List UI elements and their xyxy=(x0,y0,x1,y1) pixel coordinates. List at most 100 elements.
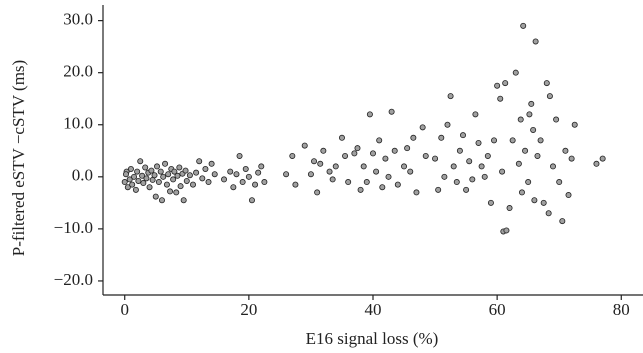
y-tick-label: 20.0 xyxy=(63,62,93,81)
point xyxy=(289,152,296,159)
point xyxy=(404,145,411,152)
point xyxy=(475,139,482,146)
point xyxy=(183,177,190,184)
point xyxy=(360,163,367,170)
point xyxy=(137,158,144,165)
point xyxy=(242,166,249,173)
point xyxy=(221,176,228,183)
point xyxy=(531,197,538,204)
point xyxy=(227,168,234,175)
point xyxy=(522,147,529,154)
point xyxy=(525,179,532,186)
y-axis-title: P-filtered eSTV −cSTV (ms) xyxy=(9,60,28,256)
point xyxy=(153,163,160,170)
point xyxy=(174,172,181,179)
point xyxy=(329,176,336,183)
point xyxy=(122,171,129,178)
point xyxy=(515,160,522,167)
y-tick-label: 10.0 xyxy=(63,114,93,133)
x-tick-label: 20 xyxy=(240,300,257,319)
point xyxy=(139,172,146,179)
point xyxy=(134,168,141,175)
point xyxy=(146,184,153,191)
point xyxy=(562,147,569,154)
point xyxy=(126,176,133,183)
point xyxy=(252,181,259,188)
point xyxy=(177,183,184,190)
point xyxy=(338,134,345,141)
point xyxy=(255,169,262,176)
point xyxy=(342,152,349,159)
point xyxy=(391,147,398,154)
point xyxy=(401,163,408,170)
point xyxy=(494,82,501,89)
point xyxy=(292,181,299,188)
point xyxy=(163,181,170,188)
point xyxy=(366,111,373,118)
point xyxy=(261,179,268,186)
point xyxy=(211,171,218,178)
point xyxy=(143,175,150,182)
x-tick-label: 0 xyxy=(120,300,129,319)
point xyxy=(518,189,525,196)
point xyxy=(180,197,187,204)
point xyxy=(435,186,442,193)
point xyxy=(410,134,417,141)
point xyxy=(432,155,439,162)
point xyxy=(320,147,327,154)
point xyxy=(135,177,142,184)
point xyxy=(182,167,189,174)
point xyxy=(157,168,164,175)
point xyxy=(520,22,527,29)
point xyxy=(283,171,290,178)
point xyxy=(202,166,209,173)
point xyxy=(376,137,383,144)
y-tick-label: −10.0 xyxy=(54,218,93,237)
point xyxy=(537,137,544,144)
point xyxy=(466,158,473,165)
point xyxy=(186,172,193,179)
point xyxy=(559,218,566,225)
point xyxy=(478,163,485,170)
point xyxy=(453,179,460,186)
point xyxy=(509,137,516,144)
point xyxy=(491,137,498,144)
point xyxy=(407,168,414,175)
point xyxy=(550,163,557,170)
point xyxy=(127,166,134,173)
point xyxy=(438,134,445,141)
point xyxy=(472,111,479,118)
point xyxy=(556,179,563,186)
x-tick-label: 80 xyxy=(613,300,630,319)
point xyxy=(369,150,376,157)
point xyxy=(165,171,172,178)
point xyxy=(373,168,380,175)
x-axis-title: E16 signal loss (%) xyxy=(306,329,439,348)
point xyxy=(248,197,255,204)
point xyxy=(441,173,448,180)
point xyxy=(196,158,203,165)
point xyxy=(124,184,131,191)
point xyxy=(593,160,600,167)
point xyxy=(239,179,246,186)
y-tick-label: 30.0 xyxy=(63,10,93,29)
point xyxy=(311,158,318,165)
point xyxy=(530,126,537,133)
point xyxy=(422,152,429,159)
point xyxy=(131,173,138,180)
point xyxy=(121,179,128,186)
point xyxy=(543,80,550,87)
point xyxy=(382,155,389,162)
point xyxy=(456,147,463,154)
point xyxy=(205,179,212,186)
point xyxy=(142,164,149,171)
point xyxy=(170,176,177,183)
y-tick-label: 0.0 xyxy=(72,166,93,185)
point xyxy=(497,95,504,102)
point xyxy=(173,189,180,196)
point xyxy=(176,164,183,171)
point xyxy=(481,173,488,180)
point xyxy=(230,184,237,191)
point xyxy=(245,173,252,180)
